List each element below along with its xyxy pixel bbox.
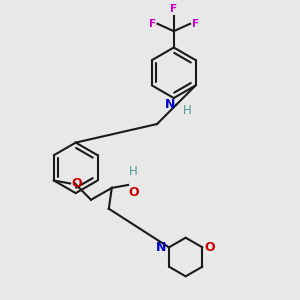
Text: H: H [129,164,137,178]
Text: H: H [183,103,192,117]
Text: O: O [205,241,215,254]
Text: F: F [170,4,177,14]
Text: O: O [129,186,139,200]
Text: N: N [156,241,167,254]
Text: F: F [149,19,156,29]
Text: N: N [164,98,175,111]
Text: O: O [71,177,82,190]
Text: F: F [192,19,199,29]
